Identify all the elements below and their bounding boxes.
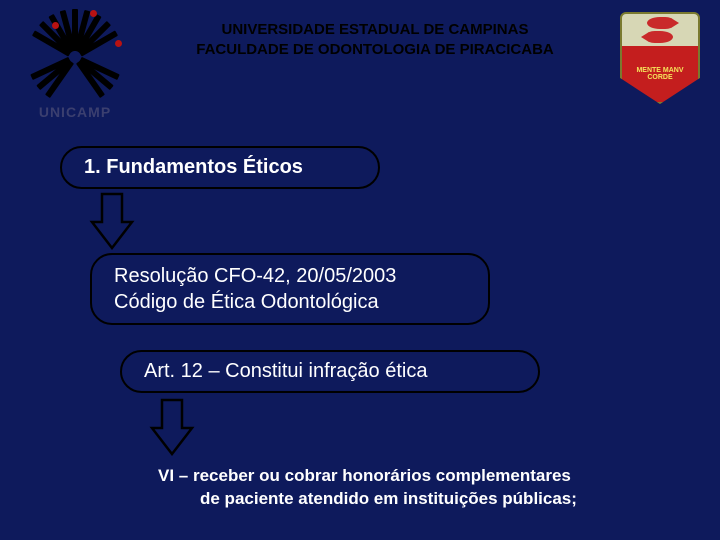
unicamp-logo: UNICAMP (20, 12, 130, 122)
header-line1: UNIVERSIDADE ESTADUAL DE CAMPINAS (142, 20, 608, 40)
slide-header: UNICAMP UNIVERSIDADE ESTADUAL DE CAMPINA… (0, 0, 720, 122)
box-resolucao: Resolução CFO-42, 20/05/2003 Código de É… (90, 253, 490, 325)
bottom-line2: de paciente atendido em instituições púb… (158, 488, 688, 511)
bottom-line1: VI – receber ou cobrar honorários comple… (158, 466, 571, 485)
box2-line1: Resolução CFO-42, 20/05/2003 (114, 263, 466, 289)
faculty-shield-icon: MENTE MANV CORDE (620, 12, 700, 107)
box-fundamentos: 1. Fundamentos Éticos (60, 146, 380, 189)
box2-line2: Código de Ética Odontológica (114, 289, 466, 315)
arrow-down-icon (148, 398, 196, 456)
unicamp-rays-icon (30, 12, 120, 102)
header-line2: FACULDADE DE ODONTOLOGIA DE PIRACICABA (142, 40, 608, 60)
arrow-down-icon (88, 192, 136, 250)
box1-text: 1. Fundamentos Éticos (84, 156, 303, 178)
bottom-paragraph: VI – receber ou cobrar honorários comple… (158, 465, 688, 511)
box3-text: Art. 12 – Constitui infração ética (144, 360, 427, 382)
header-title: UNIVERSIDADE ESTADUAL DE CAMPINAS FACULD… (142, 12, 608, 61)
box-artigo: Art. 12 – Constitui infração ética (120, 350, 540, 393)
unicamp-label: UNICAMP (20, 104, 130, 120)
shield-text: MENTE MANV CORDE (626, 67, 694, 81)
